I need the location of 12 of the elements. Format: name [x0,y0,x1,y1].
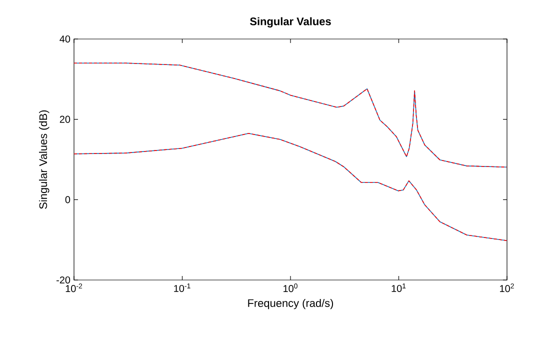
x-tick-label: 10$^{-1}$ [174,284,190,292]
chart-title: Singular Values [250,17,331,28]
x-tick-label: 10$^{2}$ [500,284,514,292]
y-tick-label: 40 [60,35,70,43]
x-tick-label: 10$^{0}$ [284,284,298,292]
y-tick-label: -20 [56,276,70,284]
x-tick-label: 10$^{-2}$ [66,284,82,292]
x-axis-title: Frequency (rad/s) [248,298,334,310]
y-axis-title: Singular Values (dB) [39,110,50,209]
y-tick-label: 20 [60,116,70,123]
x-tick-label: 10$^{1}$ [392,284,406,292]
y-tick-label: 0 [65,196,70,204]
